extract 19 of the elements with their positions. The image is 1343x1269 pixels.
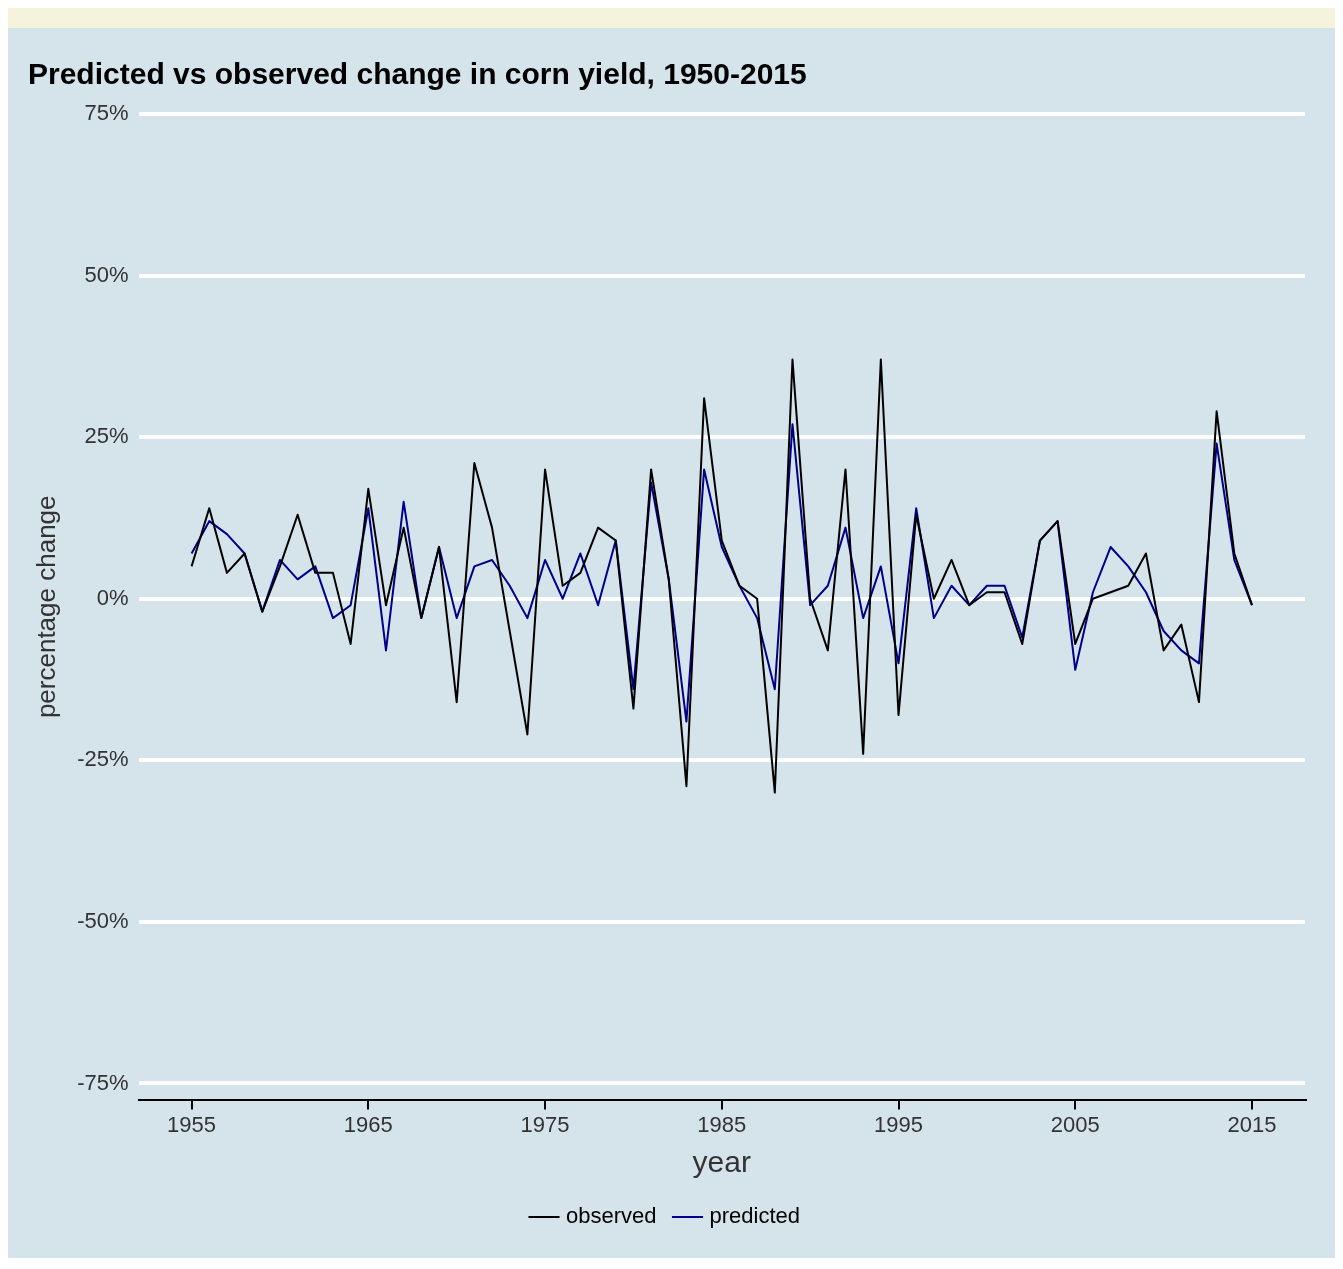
y-tick-label: 50% (84, 261, 129, 287)
x-tick-label: 1965 (343, 1111, 393, 1137)
x-tick-label: 1985 (697, 1111, 747, 1137)
x-tick-label: 2005 (1050, 1111, 1100, 1137)
y-tick-label: -50% (77, 907, 129, 933)
legend-label: predicted (709, 1203, 801, 1229)
y-tick-label: 25% (84, 423, 129, 449)
x-axis-title: year (692, 1145, 751, 1179)
x-tick-label: 2015 (1227, 1111, 1277, 1137)
y-tick-label: 75% (84, 100, 129, 126)
x-tick-label: 1955 (167, 1111, 217, 1137)
legend-label: observed (566, 1203, 657, 1229)
chart-title: Predicted vs observed change in corn yield, 1950-2015 (28, 57, 807, 91)
y-tick-label: -25% (77, 746, 129, 772)
x-tick-label: 1995 (874, 1111, 923, 1137)
y-tick-label: 0% (96, 584, 129, 610)
y-axis-title: percentage change (30, 495, 61, 719)
y-tick-label: -75% (77, 1069, 129, 1095)
x-tick-label: 1975 (520, 1111, 570, 1137)
